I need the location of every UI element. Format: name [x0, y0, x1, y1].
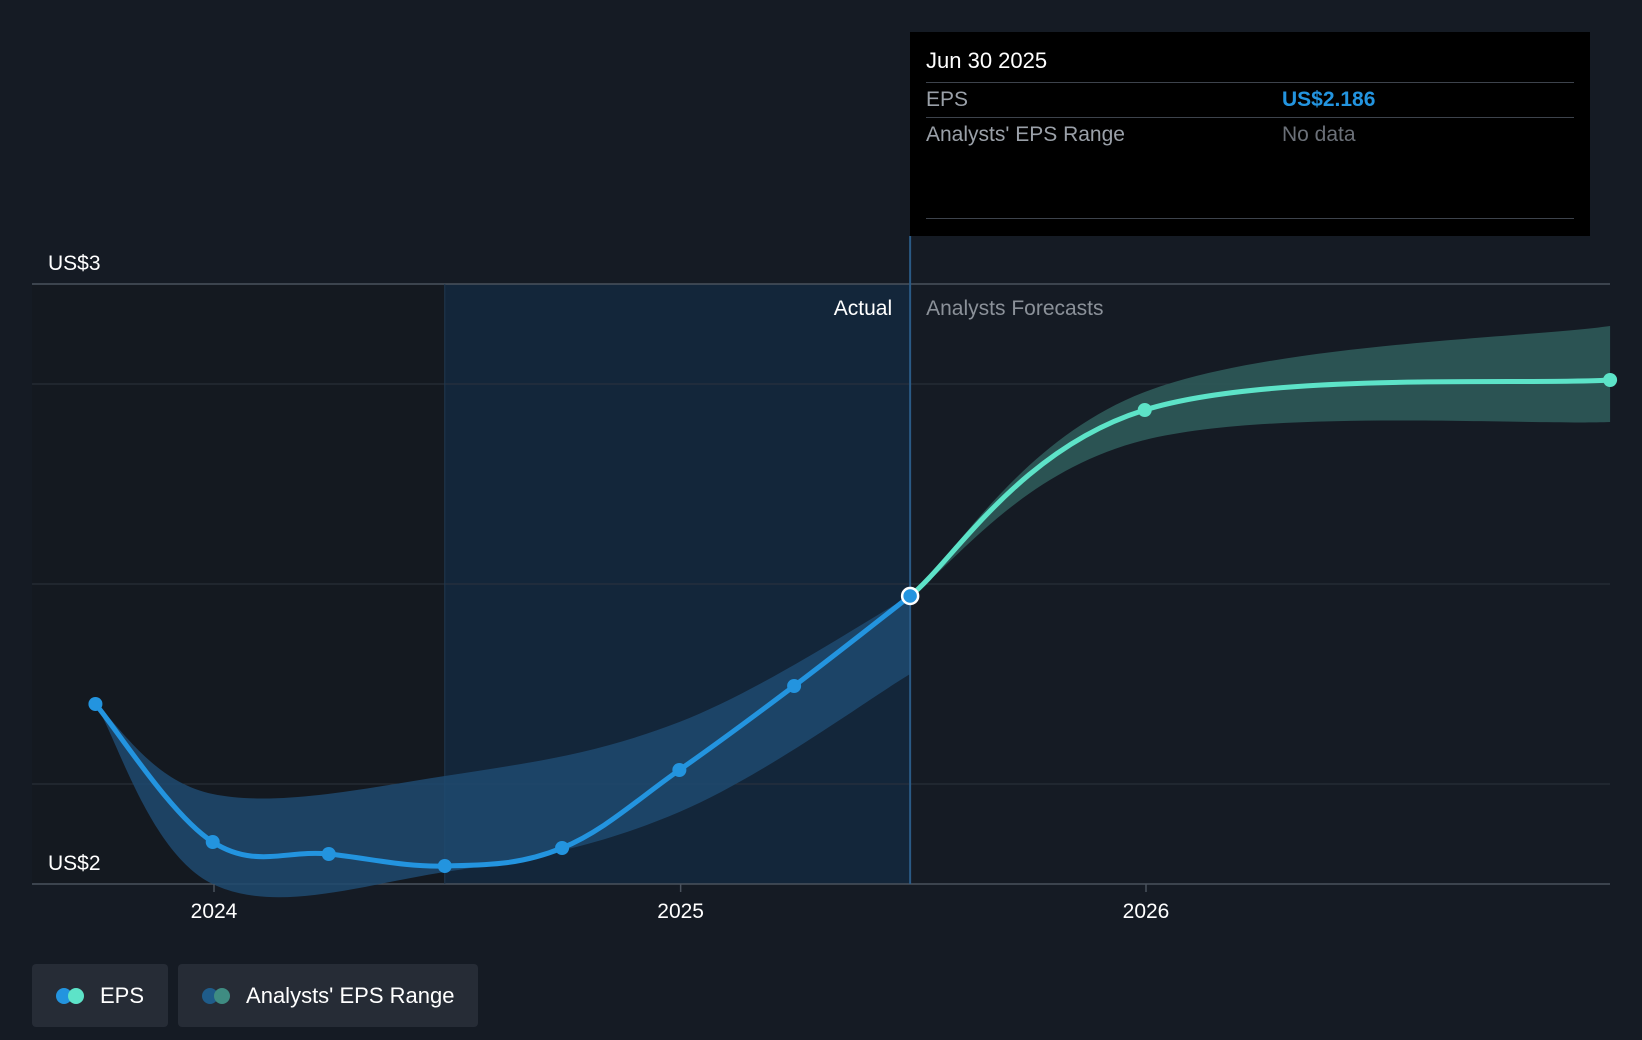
- legend-range-label: Analysts' EPS Range: [246, 982, 455, 1008]
- eps-point-actual[interactable]: [555, 841, 570, 855]
- eps-point-actual[interactable]: [787, 679, 802, 693]
- range-legend-icon: [202, 987, 232, 1004]
- tooltip-eps-row: EPS US$2.186: [926, 82, 1574, 117]
- data-points: [88, 373, 1618, 873]
- eps-point-actual[interactable]: [437, 859, 452, 873]
- tooltip-date: Jun 30 2025: [926, 48, 1048, 73]
- legend-eps-label: EPS: [100, 982, 145, 1008]
- eps-point-actual[interactable]: [88, 697, 103, 711]
- legend: EPS Analysts' EPS Range: [32, 964, 479, 1027]
- actual-label: Actual: [834, 297, 892, 320]
- tooltip-range-row: Analysts' EPS Range No data: [926, 117, 1574, 152]
- eps-point-actual[interactable]: [321, 847, 336, 861]
- legend-item-eps[interactable]: EPS: [32, 964, 169, 1027]
- tooltip: Jun 30 2025 EPS US$2.186 Analysts' EPS R…: [910, 32, 1590, 236]
- legend-item-range[interactable]: Analysts' EPS Range: [178, 964, 479, 1027]
- y-tick-label: US$3: [48, 252, 101, 275]
- eps-point-highlighted[interactable]: [900, 586, 920, 606]
- tooltip-eps-label: EPS: [926, 88, 969, 111]
- x-tick-label: 2026: [1123, 900, 1170, 923]
- forecast-label: Analysts Forecasts: [926, 297, 1103, 320]
- tooltip-divider: [926, 218, 1574, 219]
- tooltip-range-label: Analysts' EPS Range: [926, 123, 1125, 146]
- x-tick-label: 2024: [191, 900, 238, 923]
- eps-point-actual[interactable]: [205, 835, 220, 849]
- eps-range-band-forecast: [910, 326, 1611, 596]
- eps-line-forecast: [907, 377, 1613, 599]
- range-bands: [95, 326, 1611, 898]
- eps-legend-icon: [56, 987, 86, 1004]
- eps-range-band-actual: [95, 596, 911, 898]
- axis-labels: US$2 US$3 2024 2025 2026: [48, 252, 1169, 923]
- tooltip-range-value: No data: [1282, 123, 1356, 146]
- y-tick-label: US$2: [48, 852, 101, 875]
- x-tick-label: 2025: [657, 900, 704, 923]
- eps-point-actual[interactable]: [672, 763, 687, 777]
- tooltip-eps-value: US$2.186: [1282, 88, 1376, 111]
- eps-point-forecast[interactable]: [1603, 373, 1618, 387]
- eps-point-forecast[interactable]: [1137, 403, 1152, 417]
